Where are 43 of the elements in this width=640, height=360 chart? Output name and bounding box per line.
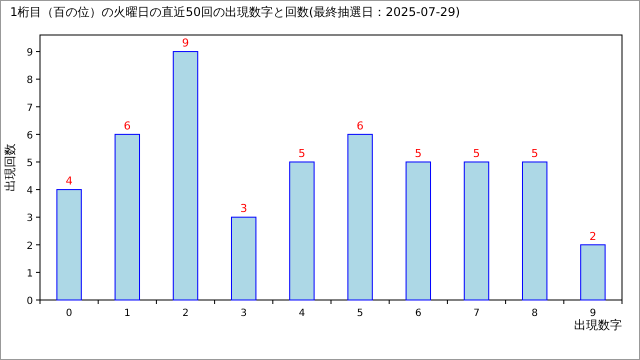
chart-title: 1桁目（百の位）の火曜日の直近50回の出現数字と回数(最終抽選日：2025-07-29) xyxy=(10,5,460,19)
x-tick-label: 8 xyxy=(532,308,538,319)
data-label: 6 xyxy=(356,119,364,132)
x-tick-label: 7 xyxy=(473,308,480,319)
bar xyxy=(230,216,256,300)
data-label: 5 xyxy=(298,146,306,160)
bar xyxy=(522,161,548,300)
data-label: 3 xyxy=(240,202,248,216)
bar xyxy=(172,51,198,300)
y-tick-label: 8 xyxy=(26,75,33,86)
y-tick-label: 7 xyxy=(26,102,33,114)
bar xyxy=(580,244,606,300)
bar xyxy=(56,189,82,300)
x-tick-label: 2 xyxy=(182,308,189,319)
x-axis-title: 出現数字 xyxy=(574,318,622,332)
y-tick-label: 3 xyxy=(26,213,33,224)
y-tick-label: 4 xyxy=(26,186,33,197)
data-label: 4 xyxy=(66,174,73,188)
bar xyxy=(289,161,315,300)
data-label: 5 xyxy=(414,146,422,160)
x-tick-label: 4 xyxy=(298,308,306,319)
bar xyxy=(347,134,373,300)
bar xyxy=(406,161,432,300)
y-tick-label: 5 xyxy=(26,158,33,169)
x-tick-label: 1 xyxy=(124,308,130,319)
data-label: 9 xyxy=(182,36,189,50)
y-tick-label: 6 xyxy=(26,130,33,142)
x-tick-label: 6 xyxy=(415,308,422,319)
y-tick-label: 9 xyxy=(26,48,33,59)
y-tick-label: 2 xyxy=(26,240,33,252)
y-tick-label: 1 xyxy=(26,268,33,280)
y-tick-label: 0 xyxy=(26,296,33,307)
x-tick-label: 3 xyxy=(240,308,247,319)
x-tick-label: 5 xyxy=(356,308,364,319)
x-tick-label: 9 xyxy=(590,308,596,319)
x-tick-label: 0 xyxy=(66,308,72,319)
bar xyxy=(114,134,140,300)
bar xyxy=(464,161,490,300)
data-label: 5 xyxy=(473,146,480,160)
data-label: 5 xyxy=(531,146,538,160)
data-label: 6 xyxy=(124,119,131,132)
data-label: 2 xyxy=(589,230,596,243)
y-axis-title: 出現回数 xyxy=(3,144,17,192)
